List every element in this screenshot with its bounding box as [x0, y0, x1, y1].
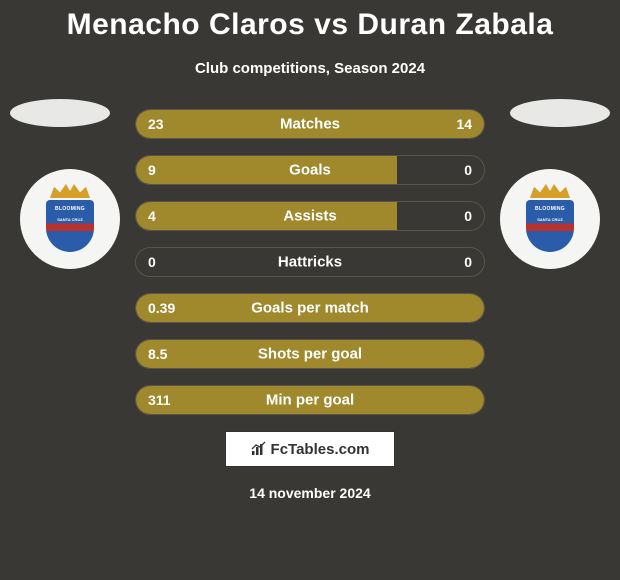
stat-value-left: 0.39 [148, 300, 175, 316]
page-title: Menacho Claros vs Duran Zabala [0, 0, 620, 42]
stat-row: 8.5 Shots per goal [135, 339, 485, 369]
footer-brand-text: FcTables.com [271, 441, 370, 458]
stat-row: 0.39 Goals per match [135, 293, 485, 323]
team-badge-right [500, 169, 600, 269]
stat-label: Min per goal [266, 392, 354, 409]
team-badge-left [20, 169, 120, 269]
stat-label: Goals per match [251, 300, 369, 317]
stat-label: Shots per goal [258, 346, 362, 363]
stat-value-left: 9 [148, 162, 156, 178]
content-area: 23 Matches 14 9 Goals 0 4 Assists 0 0 Hattricks 0 0.… [0, 109, 620, 415]
stat-label: Hattricks [278, 254, 342, 271]
stat-value-right: 14 [456, 116, 472, 132]
stat-row: 9 Goals 0 [135, 155, 485, 185]
ellipse-shadow-left [10, 99, 110, 127]
bar-fill-left [136, 110, 394, 138]
stat-label: Goals [289, 162, 331, 179]
stat-value-left: 23 [148, 116, 164, 132]
crest-icon [522, 184, 578, 254]
stat-value-right: 0 [464, 254, 472, 270]
stats-bars: 23 Matches 14 9 Goals 0 4 Assists 0 0 Hattricks 0 0.… [135, 109, 485, 415]
stat-row: 23 Matches 14 [135, 109, 485, 139]
stat-value-right: 0 [464, 162, 472, 178]
date-label: 14 november 2024 [0, 485, 620, 501]
bar-fill-left [136, 156, 397, 184]
stat-row: 311 Min per goal [135, 385, 485, 415]
crest-icon [42, 184, 98, 254]
stat-value-left: 4 [148, 208, 156, 224]
stat-value-left: 311 [148, 392, 171, 408]
footer-brand[interactable]: FcTables.com [225, 431, 395, 467]
chart-icon [251, 441, 267, 458]
stat-row: 4 Assists 0 [135, 201, 485, 231]
ellipse-shadow-right [510, 99, 610, 127]
stat-label: Assists [283, 208, 336, 225]
stat-value-right: 0 [464, 208, 472, 224]
bar-fill-left [136, 202, 397, 230]
page-subtitle: Club competitions, Season 2024 [0, 60, 620, 77]
stat-row: 0 Hattricks 0 [135, 247, 485, 277]
stat-value-left: 0 [148, 254, 156, 270]
stat-value-left: 8.5 [148, 346, 167, 362]
stat-label: Matches [280, 116, 340, 133]
